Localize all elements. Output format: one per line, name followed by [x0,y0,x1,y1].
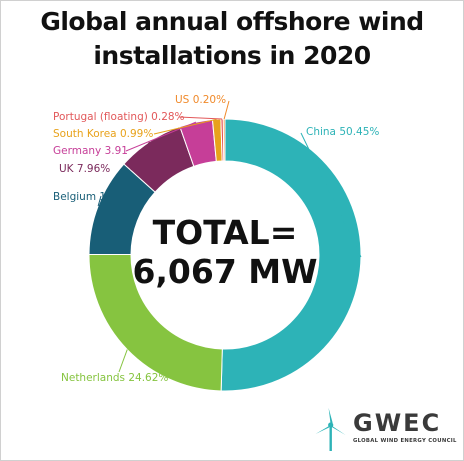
slice-label: Belgium 1. [53,191,109,203]
gwec-logo: GWEC GLOBAL WIND ENERGY COUNCIL [313,407,458,453]
leader-line [118,349,128,373]
center-text-line-2: 6,067 MW [132,252,317,291]
chart-title-line-1: Global annual offshore wind [40,7,424,36]
wind-turbine-icon [315,408,346,451]
slice-label: US 0.20% [175,94,226,106]
leader-line [97,195,102,207]
leader-line [223,100,230,120]
center-text-line-1: TOTAL= [153,213,298,252]
slice-label: Netherlands 24.62% [61,372,168,384]
slice-label: South Korea 0.99% [53,128,153,140]
logo-wordmark: GWEC [353,409,442,437]
label-leader-lines [97,100,362,373]
logo-tagline: GLOBAL WIND ENERGY COUNCIL [353,438,457,444]
chart-title-line-2: installations in 2020 [93,41,371,70]
leader-line [300,132,362,258]
donut-slice [220,118,362,392]
leader-line [130,141,150,171]
slice-label: Portugal (floating) 0.28% [53,111,185,123]
leader-line [178,116,223,120]
slice-label: Germany 3.91 [53,145,128,157]
slice-label: UK 7.96% [59,163,110,175]
donut-slice [222,118,226,162]
donut-slices [88,118,362,392]
chart-title: Global annual offshore wind installation… [1,5,463,73]
slice-label: China 50.45% [306,126,379,138]
leader-line [153,118,217,135]
slice-labels: China 50.45% Netherlands 24.62% Belgium 1.… [53,94,379,384]
